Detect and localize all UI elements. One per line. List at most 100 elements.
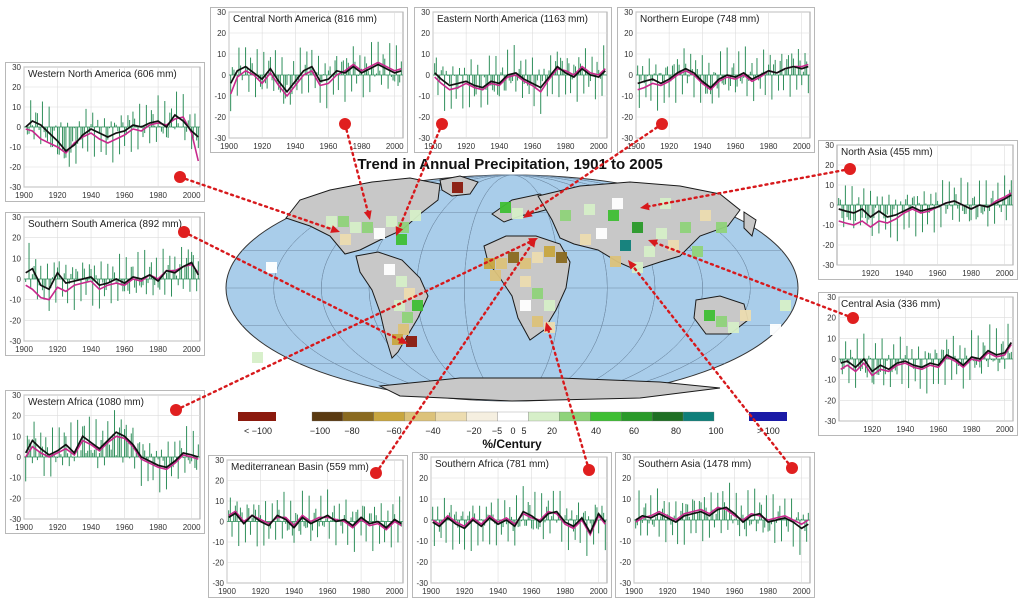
anomaly-bar: [485, 75, 487, 90]
smoothed-series-black: [635, 506, 809, 530]
anomaly-bar: [45, 127, 47, 138]
anomaly-bar: [447, 75, 449, 76]
anomaly-bar: [134, 118, 136, 127]
anomaly-bar: [546, 75, 548, 97]
y-tick-label: -20: [9, 316, 21, 325]
anomaly-bar: [571, 510, 573, 520]
anomaly-bars: [25, 410, 199, 493]
anomaly-bar: [31, 457, 33, 464]
anomaly-bar: [518, 68, 520, 75]
anomaly-bar: [191, 457, 193, 462]
anomaly-bar: [362, 505, 364, 522]
anomaly-bar: [989, 205, 991, 211]
anomaly-bar: [26, 127, 28, 135]
anomaly-bar: [459, 67, 461, 75]
anomaly-bar: [695, 60, 697, 75]
y-tick-label: 10: [827, 334, 836, 343]
anomaly-bar: [752, 520, 754, 522]
anomaly-bar: [588, 516, 590, 520]
anomaly-bar: [532, 520, 534, 530]
anomaly-bar: [502, 520, 504, 528]
x-tick-label: 1920: [252, 587, 270, 596]
x-tick-label: 1980: [149, 191, 167, 200]
anomaly-bar: [533, 75, 535, 107]
y-tick-label: -10: [621, 92, 633, 101]
anomaly-bar: [142, 279, 144, 286]
anomaly-bar: [333, 505, 335, 522]
anomaly-bar: [766, 72, 768, 75]
y-tick-label: 0: [832, 355, 837, 364]
anomaly-bar: [352, 46, 354, 75]
anomaly-bar: [989, 324, 991, 359]
anomaly-bar: [248, 508, 250, 522]
anomaly-bar: [992, 190, 994, 205]
anomaly-bar: [718, 75, 720, 98]
y-tick-label: 10: [419, 495, 428, 504]
anomaly-bar: [955, 194, 957, 205]
anomaly-bar: [901, 359, 903, 385]
anomaly-bar: [992, 359, 994, 362]
anomaly-bar: [344, 75, 346, 102]
anomaly-bar: [342, 521, 344, 534]
anomaly-bar: [125, 257, 127, 279]
y-tick-label: -20: [418, 113, 430, 122]
anomaly-bar: [648, 520, 650, 524]
anomaly-bar: [382, 520, 384, 522]
x-tick-label: 2000: [386, 142, 404, 151]
anomaly-bar: [181, 448, 183, 457]
smoothed-series-black: [637, 65, 809, 89]
anomaly-bar: [559, 490, 561, 520]
anomaly-bar: [135, 279, 137, 293]
anomaly-bar: [712, 509, 714, 520]
anomaly-bar: [531, 520, 533, 529]
anomaly-bar: [51, 277, 53, 279]
anomaly-bar: [314, 75, 316, 89]
anomaly-bar: [187, 120, 189, 127]
anomaly-bar: [43, 127, 45, 133]
anomaly-bar: [276, 500, 278, 522]
anomaly-bar: [134, 279, 136, 288]
anomaly-bar: [463, 67, 465, 75]
anomaly-bar: [107, 127, 109, 140]
anomaly-bar: [596, 61, 598, 75]
smoothed-series-black: [24, 431, 199, 469]
anomaly-bar: [317, 55, 319, 75]
anomaly-bar: [50, 127, 52, 148]
anomaly-bar: [75, 127, 77, 164]
anomaly-bar: [521, 75, 523, 98]
anomaly-bar: [874, 343, 876, 359]
anomaly-bar: [723, 75, 725, 86]
anomaly-bar: [485, 506, 487, 520]
anomaly-bar: [959, 345, 961, 359]
anomaly-bar: [449, 75, 451, 84]
anomaly-bar: [536, 520, 538, 529]
anomaly-bar: [289, 75, 291, 105]
anomaly-bar: [941, 349, 943, 359]
anomaly-bar: [497, 498, 499, 520]
anomaly-bar: [975, 205, 977, 220]
y-tick-label: 30: [825, 141, 834, 150]
anomaly-bar: [374, 506, 376, 522]
anomaly-bar: [60, 122, 62, 127]
anomaly-bar: [184, 127, 186, 141]
anomaly-bar: [241, 512, 243, 522]
anomaly-bar: [249, 521, 251, 535]
anomaly-bar: [530, 75, 532, 85]
anomaly-bar: [774, 59, 776, 75]
anomaly-bar: [855, 359, 857, 388]
anomaly-bar: [488, 55, 490, 75]
anomaly-bar: [505, 75, 507, 91]
anomaly-bar: [875, 205, 877, 208]
anomaly-bar: [293, 61, 295, 75]
anomaly-bar: [893, 344, 895, 359]
anomaly-bar: [503, 75, 505, 91]
anomaly-bar: [508, 75, 510, 81]
anomaly-bar: [594, 504, 596, 520]
anomaly-bar: [65, 264, 67, 279]
anomaly-bar: [114, 122, 116, 127]
anomaly-bar: [749, 520, 751, 526]
anomaly-bar: [853, 359, 855, 371]
anomaly-bar: [157, 457, 159, 460]
anomaly-bar: [327, 70, 329, 75]
